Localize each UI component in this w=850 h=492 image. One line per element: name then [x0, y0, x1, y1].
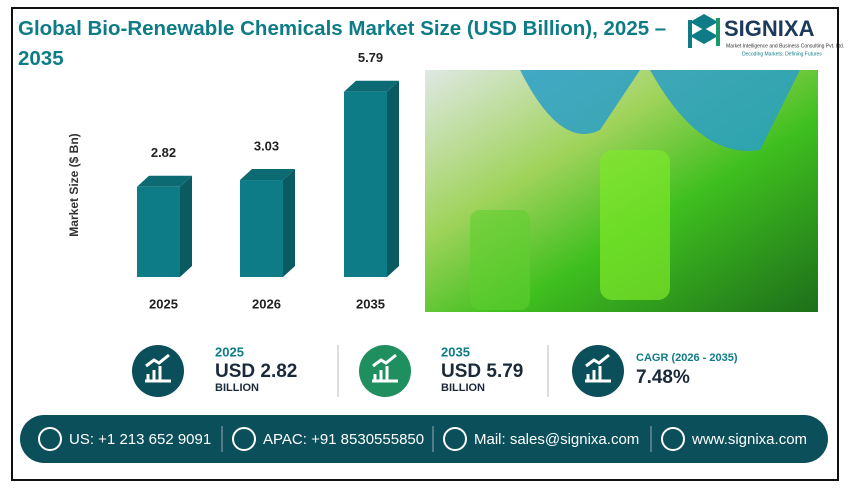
- bar-front: [344, 91, 387, 277]
- x-tick-label: 2035: [356, 296, 385, 311]
- x-tick-label: 2026: [252, 296, 281, 311]
- contact-icon: [38, 427, 62, 451]
- logo-tagline: Market Intelligence and Business Consult…: [726, 43, 844, 49]
- y-axis-label: Market Size ($ Bn): [67, 133, 81, 236]
- highlight-icon: [359, 345, 411, 397]
- tube: [600, 150, 670, 300]
- value-label: 5.79: [358, 50, 383, 65]
- highlight-unit: BILLION: [215, 382, 259, 394]
- title: Global Bio-Renewable Chemicals Market Si…: [18, 17, 667, 70]
- contact-text: Mail: sales@signixa.com: [474, 431, 639, 448]
- contact-text: APAC: +91 8530555850: [263, 431, 424, 448]
- glove: [650, 70, 800, 151]
- bar-side: [387, 80, 399, 277]
- bar-front: [137, 186, 180, 277]
- icon-chart: [145, 353, 171, 383]
- highlight-value: 7.48%: [636, 367, 690, 388]
- highlight-value: USD 5.79: [441, 361, 523, 382]
- bar-top: [240, 169, 295, 181]
- highlight-value: USD 2.82: [215, 361, 297, 382]
- contact-text: US: +1 213 652 9091: [69, 431, 211, 448]
- logo-motto: Decoding Markets, Defining Futures: [742, 51, 822, 57]
- bar: [240, 169, 295, 277]
- highlight-unit: BILLION: [441, 382, 485, 394]
- highlight-label: 2025: [215, 344, 244, 359]
- bar: [137, 175, 192, 277]
- bar-front: [240, 180, 283, 277]
- value-label: 3.03: [254, 138, 279, 153]
- value-label: 2.82: [151, 145, 176, 160]
- frame: [11, 7, 839, 481]
- logo-icon: [688, 14, 720, 48]
- bar-side: [180, 175, 192, 277]
- highlight-label: CAGR (2026 - 2035): [636, 352, 738, 364]
- icon-chart: [585, 353, 611, 383]
- bar-top: [344, 80, 399, 92]
- bar: [344, 80, 399, 277]
- highlight-icon: [572, 345, 624, 397]
- highlight-icon: [132, 345, 184, 397]
- contact-text: www.signixa.com: [691, 431, 807, 448]
- tube: [470, 210, 530, 310]
- bar-side: [283, 169, 295, 277]
- contact-icon: [443, 427, 467, 451]
- contact-icon: [232, 427, 256, 451]
- bar-top: [137, 175, 192, 187]
- highlight-label: 2035: [441, 344, 470, 359]
- icon-chart: [372, 353, 398, 383]
- logo-name: SIGNIXA: [724, 16, 815, 41]
- x-tick-label: 2025: [149, 296, 178, 311]
- contact-icon: [661, 427, 685, 451]
- glove: [520, 70, 640, 134]
